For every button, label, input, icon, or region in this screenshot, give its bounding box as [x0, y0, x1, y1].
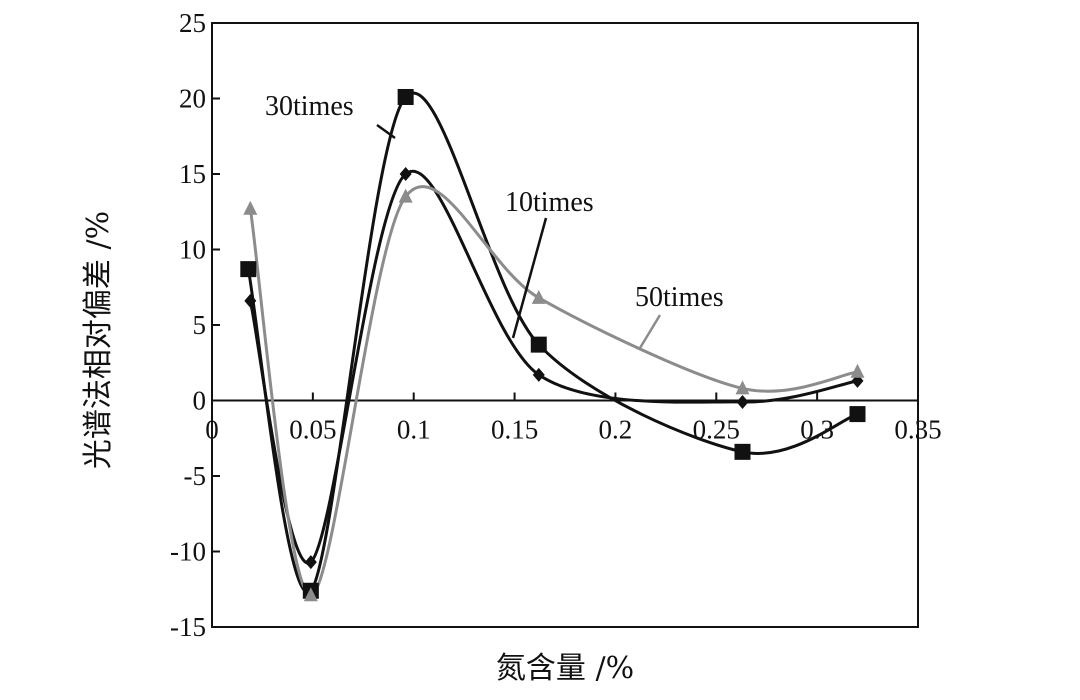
x-tick-label: 0.2	[599, 415, 633, 445]
data-point-50times	[243, 200, 258, 215]
x-tick-label: 0.1	[397, 415, 431, 445]
y-tick-label: 5	[193, 310, 207, 340]
y-tick-label: 20	[179, 84, 206, 114]
data-point-50times	[303, 587, 318, 602]
data-point-30times	[530, 336, 547, 353]
series-curves	[246, 91, 859, 597]
y-tick-label: 0	[193, 386, 207, 416]
x-tick-label: 0	[205, 415, 219, 445]
data-point-10times	[736, 395, 749, 410]
data-point-30times	[397, 88, 414, 105]
series-label: 30times	[265, 91, 354, 122]
series-label: 50times	[635, 282, 724, 313]
data-point-30times	[734, 443, 751, 460]
data-point-10times	[244, 293, 257, 308]
series-labels: 30times 10times 50times	[265, 91, 724, 349]
data-point-10times	[532, 367, 545, 382]
data-point-30times	[240, 261, 257, 278]
y-axis-title: 光谱法相对偏差 /%	[81, 211, 116, 469]
data-point-10times	[399, 167, 412, 181]
x-tick-label: 0.05	[289, 415, 336, 445]
series-line-30times	[246, 91, 859, 594]
series-markers	[240, 88, 866, 602]
series-label-leader	[638, 314, 662, 349]
data-point-10times	[304, 555, 317, 570]
data-point-50times	[735, 380, 750, 395]
x-tick-label: 0.15	[491, 415, 538, 445]
series-label-leader	[511, 217, 548, 339]
y-tick-label: -15	[170, 612, 206, 642]
series-label-leader	[376, 123, 396, 140]
x-tick-label: 0.35	[894, 415, 941, 445]
series-label: 10times	[505, 187, 594, 218]
y-tick-label: 25	[179, 8, 206, 38]
y-tick-label: 15	[179, 159, 206, 189]
x-axis-title: 氮含量 /%	[496, 651, 634, 686]
series-line-50times	[248, 185, 858, 597]
data-point-30times	[849, 406, 866, 423]
y-tick-label: 10	[179, 235, 206, 265]
y-tick-label: -5	[184, 461, 207, 491]
data-point-50times	[398, 188, 413, 203]
series-line-10times	[248, 169, 858, 565]
y-tick-label: -10	[170, 537, 206, 567]
data-point-50times	[850, 363, 865, 378]
data-point-50times	[531, 289, 546, 304]
